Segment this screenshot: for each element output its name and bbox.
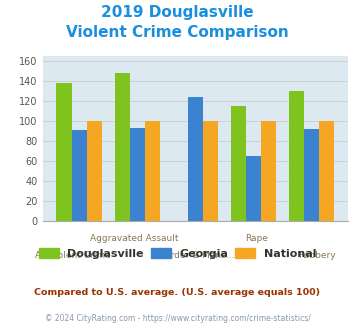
Bar [261,121,276,221]
Text: Violent Crime Comparison: Violent Crime Comparison [66,25,289,40]
Bar [87,121,102,221]
Text: Murder & Mans...: Murder & Mans... [157,251,234,260]
Text: Rape: Rape [245,234,268,243]
Bar [231,106,246,221]
Bar [188,97,203,221]
Bar [56,83,72,221]
Bar [72,130,87,221]
Text: © 2024 CityRating.com - https://www.cityrating.com/crime-statistics/: © 2024 CityRating.com - https://www.city… [45,314,310,323]
Bar [319,121,334,221]
Bar [246,156,261,221]
Bar [203,121,218,221]
Bar [130,128,145,221]
Text: Robbery: Robbery [299,251,336,260]
Text: All Violent Crime: All Violent Crime [35,251,111,260]
Bar [145,121,160,221]
Bar [304,129,319,221]
Text: 2019 Douglasville: 2019 Douglasville [101,5,254,20]
Text: Aggravated Assault: Aggravated Assault [90,234,179,243]
Text: Compared to U.S. average. (U.S. average equals 100): Compared to U.S. average. (U.S. average … [34,287,321,297]
Legend: Douglasville, Georgia, National: Douglasville, Georgia, National [34,244,321,263]
Bar [115,73,130,221]
Bar [289,91,304,221]
